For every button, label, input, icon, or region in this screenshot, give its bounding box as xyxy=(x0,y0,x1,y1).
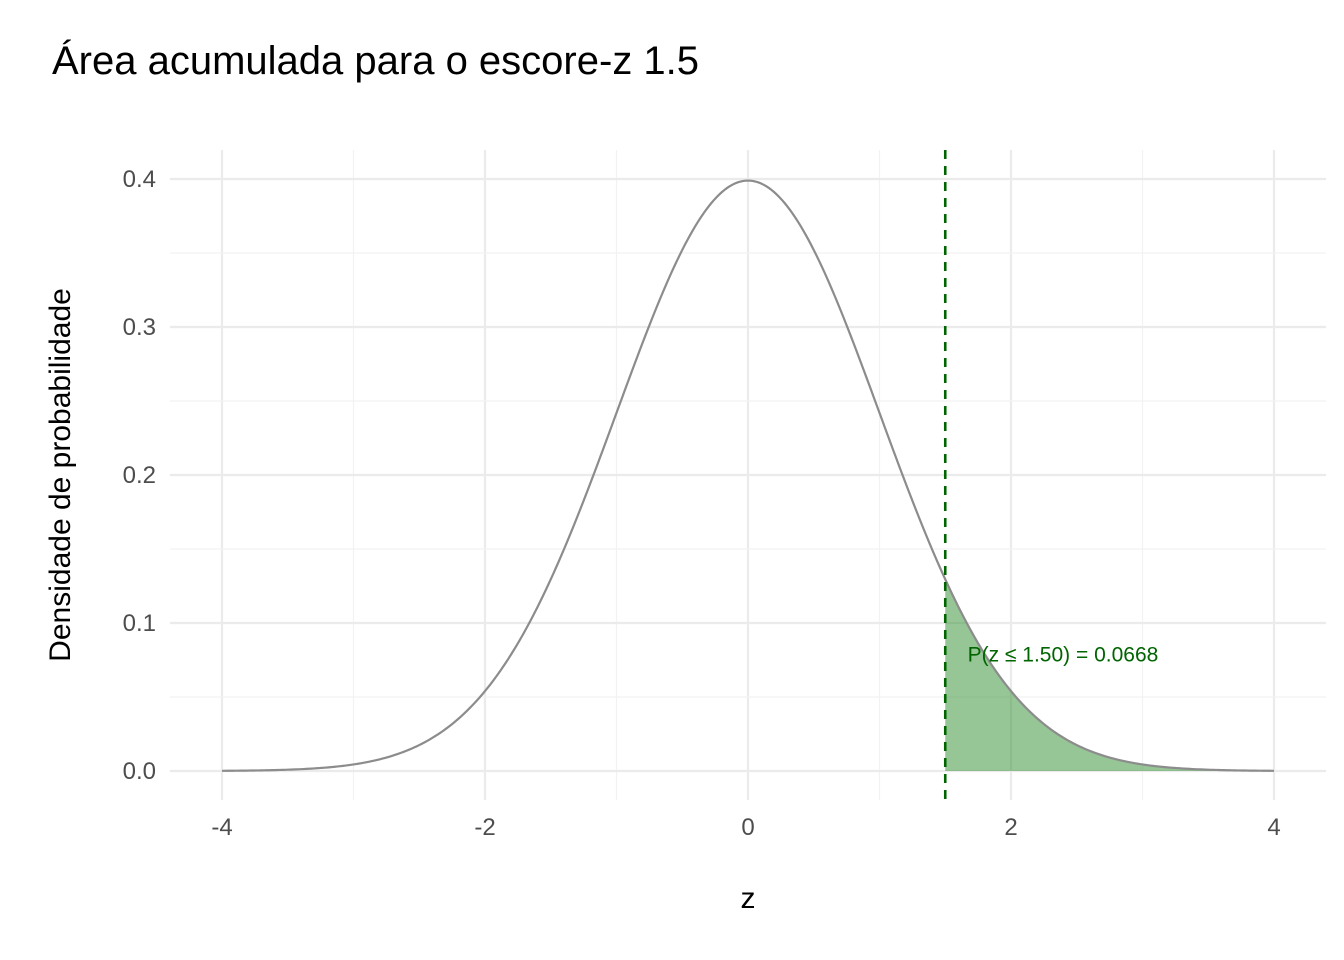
x-tick-label: 4 xyxy=(1267,814,1280,841)
y-tick-label: 0.2 xyxy=(123,462,156,489)
y-tick-label: 0.3 xyxy=(123,314,156,341)
y-tick-label: 0.0 xyxy=(123,758,156,785)
y-tick-label: 0.4 xyxy=(123,166,156,193)
annotation-label: P(z ≤ 1.50) = 0.0668 xyxy=(968,643,1159,666)
x-tick-label: 2 xyxy=(1004,814,1017,841)
x-tick-label: 0 xyxy=(741,814,754,841)
x-tick-label: -4 xyxy=(211,814,232,841)
x-tick-label: -2 xyxy=(474,814,495,841)
shaded-area-layer xyxy=(945,579,1274,771)
shaded-area xyxy=(945,579,1274,771)
curve-layer xyxy=(221,179,1275,772)
grid xyxy=(170,150,1326,800)
y-axis-title: Densidade de probabilidade xyxy=(44,288,77,662)
y-tick-label: 0.1 xyxy=(123,610,156,637)
chart-title: Área acumulada para o escore-z 1.5 xyxy=(52,38,699,83)
y-axis: 0.0 0.1 0.2 0.3 0.4 xyxy=(123,166,156,785)
density-curve xyxy=(221,179,1275,772)
x-axis: -4 -2 0 2 4 xyxy=(211,814,1280,841)
x-axis-title: z xyxy=(741,882,756,915)
